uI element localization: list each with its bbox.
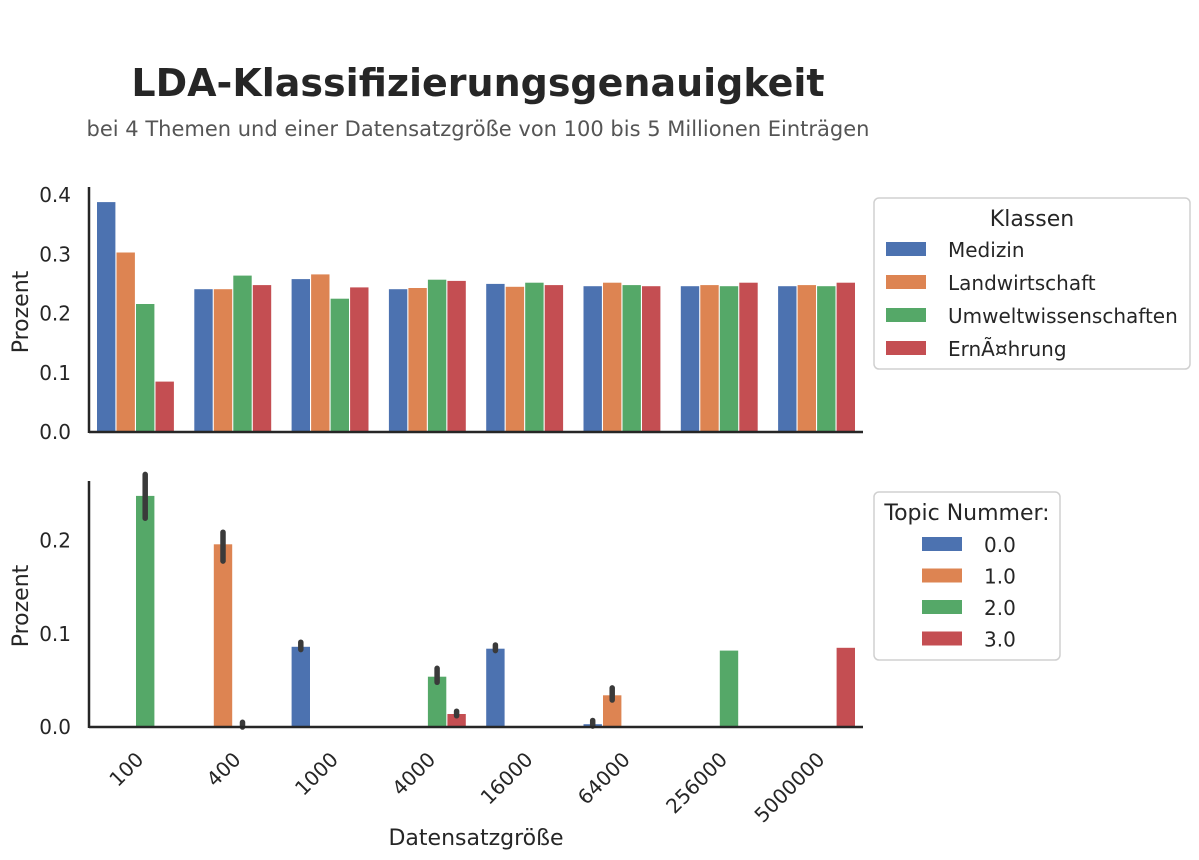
legend-label: 2.0 bbox=[984, 596, 1016, 620]
legend-label: 0.0 bbox=[984, 533, 1016, 557]
legend-label: 3.0 bbox=[984, 628, 1016, 652]
legend-swatch bbox=[922, 600, 962, 614]
bar-2-0-100 bbox=[136, 495, 155, 727]
legend-frame bbox=[873, 197, 1191, 370]
bar-ern-hrung-64000 bbox=[642, 286, 661, 432]
bar-medizin-16000 bbox=[486, 283, 505, 432]
bar-landwirtschaft-5000000 bbox=[797, 285, 816, 432]
bar-landwirtschaft-16000 bbox=[505, 286, 525, 432]
bar-umweltwissenschaften-400 bbox=[233, 275, 252, 432]
bar-umweltwissenschaften-16000 bbox=[525, 282, 544, 432]
bar-umweltwissenschaften-4000 bbox=[427, 279, 447, 432]
legend-topics: Topic Nummer: 0.0 1.0 2.0 3.0 bbox=[873, 491, 1061, 661]
bar-ern-hrung-400 bbox=[252, 285, 272, 432]
bar-landwirtschaft-1000 bbox=[311, 274, 330, 432]
legend-classes: Klassen Medizin Landwirtschaft Umweltwisse… bbox=[873, 197, 1191, 370]
bar-landwirtschaft-4000 bbox=[408, 288, 427, 432]
legend-label: Umweltwissenschaften bbox=[948, 304, 1178, 328]
legend-swatch bbox=[886, 341, 926, 355]
bar-ern-hrung-4000 bbox=[447, 280, 466, 432]
y-tick-label: 0.0 bbox=[39, 715, 71, 739]
x-tick-label: 16000 bbox=[476, 747, 538, 809]
y-tick-label: 0.0 bbox=[39, 420, 71, 444]
bottom-y-axis-label: Prozent bbox=[9, 564, 34, 647]
bar-0-0-1000 bbox=[291, 646, 310, 727]
bar-3-0-5000000 bbox=[836, 647, 855, 727]
top-y-axis-label: Prozent bbox=[9, 270, 34, 353]
bar-medizin-5000000 bbox=[778, 286, 797, 432]
bar-landwirtschaft-400 bbox=[213, 289, 233, 432]
x-tick-label: 64000 bbox=[573, 747, 635, 809]
x-tick-label: 1000 bbox=[290, 747, 343, 800]
bar-ern-hrung-5000000 bbox=[836, 282, 855, 432]
bar-2-0-256000 bbox=[719, 650, 739, 727]
legend-label: Landwirtschaft bbox=[948, 271, 1096, 295]
legend-swatch bbox=[922, 537, 962, 551]
bar-umweltwissenschaften-256000 bbox=[719, 286, 739, 432]
x-tick-label: 4000 bbox=[387, 747, 440, 800]
bar-umweltwissenschaften-5000000 bbox=[817, 286, 836, 432]
legend-swatch bbox=[886, 275, 926, 289]
chart-title: LDA-Klassifizierungsgenauigkeit bbox=[131, 61, 824, 105]
bar-umweltwissenschaften-64000 bbox=[622, 285, 641, 432]
y-tick-label: 0.1 bbox=[39, 361, 71, 385]
y-tick-label: 0.2 bbox=[39, 529, 71, 553]
x-axis-label: Datensatzgröße bbox=[388, 826, 563, 851]
bar-medizin-64000 bbox=[583, 286, 602, 432]
bottom-panel: 0.0 0.1 0.2 100 400 1000 4000 16000 64000 256000 5… bbox=[39, 471, 863, 827]
y-tick-label: 0.3 bbox=[39, 242, 71, 266]
x-tick-label: 256000 bbox=[661, 747, 732, 818]
bar-landwirtschaft-100 bbox=[116, 252, 135, 432]
y-tick-label: 0.4 bbox=[39, 183, 71, 207]
bar-landwirtschaft-64000 bbox=[603, 282, 622, 432]
legend-title: Klassen bbox=[990, 207, 1074, 232]
legend-swatch bbox=[922, 568, 962, 583]
bar-1-0-400 bbox=[213, 544, 233, 727]
y-tick-label: 0.2 bbox=[39, 302, 71, 326]
legend-swatch bbox=[886, 308, 926, 322]
bar-medizin-256000 bbox=[680, 286, 700, 432]
x-tick-label: 100 bbox=[104, 747, 148, 791]
legend-swatch bbox=[922, 631, 962, 646]
x-tick-label: 5000000 bbox=[749, 747, 829, 827]
bar-ern-hrung-100 bbox=[155, 381, 174, 432]
bar-medizin-100 bbox=[97, 202, 116, 432]
bar-ern-hrung-1000 bbox=[350, 287, 369, 432]
bar-ern-hrung-16000 bbox=[544, 285, 564, 432]
bar-umweltwissenschaften-1000 bbox=[330, 298, 349, 432]
chart-subtitle: bei 4 Themen und einer Datensatzgröße vo… bbox=[87, 117, 870, 141]
bar-medizin-1000 bbox=[291, 279, 310, 432]
x-tick-label: 400 bbox=[202, 747, 246, 791]
bar-3-0-4000 bbox=[447, 714, 466, 727]
bar-ern-hrung-256000 bbox=[739, 282, 758, 432]
top-panel: 0.0 0.1 0.2 0.3 0.4 bbox=[39, 183, 863, 444]
bar-medizin-400 bbox=[194, 289, 213, 432]
y-tick-label: 0.1 bbox=[39, 622, 71, 646]
bar-0-0-16000 bbox=[486, 648, 505, 727]
legend-label: Medizin bbox=[948, 238, 1025, 262]
legend-title: Topic Nummer: bbox=[883, 501, 1049, 526]
legend-swatch bbox=[886, 242, 926, 256]
bar-medizin-4000 bbox=[388, 289, 408, 432]
bar-umweltwissenschaften-100 bbox=[136, 304, 155, 432]
bar-2-0-4000 bbox=[427, 676, 447, 727]
legend-label: ErnÃ¤hrung bbox=[948, 337, 1067, 361]
bar-landwirtschaft-256000 bbox=[700, 285, 719, 432]
legend-label: 1.0 bbox=[984, 565, 1016, 589]
legend-frame bbox=[873, 491, 1061, 661]
bar-1-0-64000 bbox=[603, 695, 622, 727]
